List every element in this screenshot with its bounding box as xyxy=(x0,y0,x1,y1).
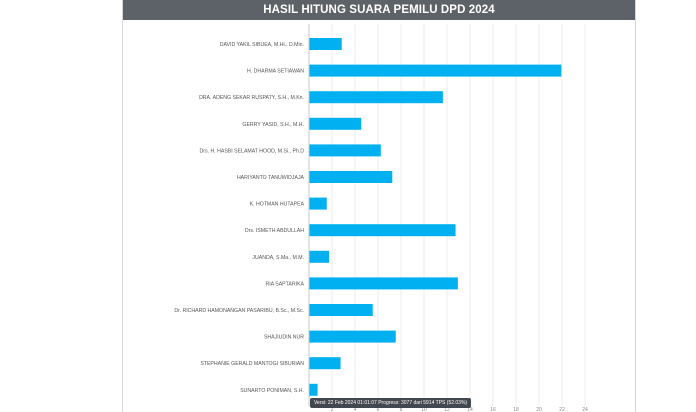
x-tick-label: 4 xyxy=(354,407,357,412)
category-label: Drs. ISMETH ABDULLAH xyxy=(245,228,304,234)
category-label: STEPHANIE GERALD MANTOGI SIBURIAN xyxy=(200,361,304,367)
bar xyxy=(309,250,330,263)
category-label: JUANDA, S.Ma., M.M. xyxy=(252,255,304,261)
x-tick-label: 24 xyxy=(582,407,588,412)
x-tick-label: 10 xyxy=(421,407,427,412)
x-tick-label: 22 xyxy=(559,407,565,412)
x-tick-label: 16 xyxy=(490,407,496,412)
chart-title-bar: HASIL HITUNG SUARA PEMILU DPD 2024 xyxy=(123,0,635,20)
category-label: DRA. ADENG SEKAR RUSPATY, S.H., M.Kn. xyxy=(199,95,304,101)
tooltip: Versi: 22 Feb 2024 01:01:07 Progress: 30… xyxy=(310,398,472,408)
category-label: GERRY YASID, S.H., M.H. xyxy=(242,122,304,128)
x-tick-label: 2 xyxy=(331,407,334,412)
bar xyxy=(309,117,362,130)
category-label: Dr. RICHARD HAMONANGAN PASARIBU, B.Sc., … xyxy=(174,308,304,314)
bar xyxy=(309,383,318,396)
category-label: SHAJIUDIN NUR xyxy=(264,335,304,341)
chart-title: HASIL HITUNG SUARA PEMILU DPD 2024 xyxy=(263,4,495,16)
bar xyxy=(309,171,393,183)
category-label: RIA SAPTARIKA xyxy=(265,281,304,287)
x-tick-label: 8 xyxy=(400,407,403,412)
bar xyxy=(309,357,341,370)
category-label: SUNARTO PONIMAN, S.H. xyxy=(240,388,304,394)
chart-panel: 2 4 6 8 10 12 14 16 18 20 22 24 DAVID YAKIL SIBUEA, … xyxy=(122,0,636,412)
bar xyxy=(309,224,456,237)
bar xyxy=(309,91,443,104)
bar xyxy=(309,64,562,77)
x-tick-label: 6 xyxy=(377,407,380,412)
x-tick-label: 20 xyxy=(536,407,542,412)
bar xyxy=(309,197,327,210)
bar xyxy=(309,304,373,316)
bar xyxy=(309,277,458,290)
category-label: Drs. H. HASBI SELAMAT HOOD, M.Si., Ph.D xyxy=(200,148,305,154)
category-label: HARIYANTO TANUWIDJAJA xyxy=(237,175,305,181)
category-label: K. HOTMAN HUTAPEA xyxy=(250,202,305,208)
x-tick-label: 18 xyxy=(513,407,519,412)
x-tick-label: 12 xyxy=(444,407,450,412)
category-label: H. DHARMA SETIAWAN xyxy=(247,69,304,75)
bar xyxy=(309,38,342,50)
category-label: DAVID YAKIL SIBUEA, M.Hi., D.Min. xyxy=(220,42,304,48)
bar xyxy=(309,330,396,343)
x-tick-label: 14 xyxy=(467,407,473,412)
bar xyxy=(309,144,381,157)
